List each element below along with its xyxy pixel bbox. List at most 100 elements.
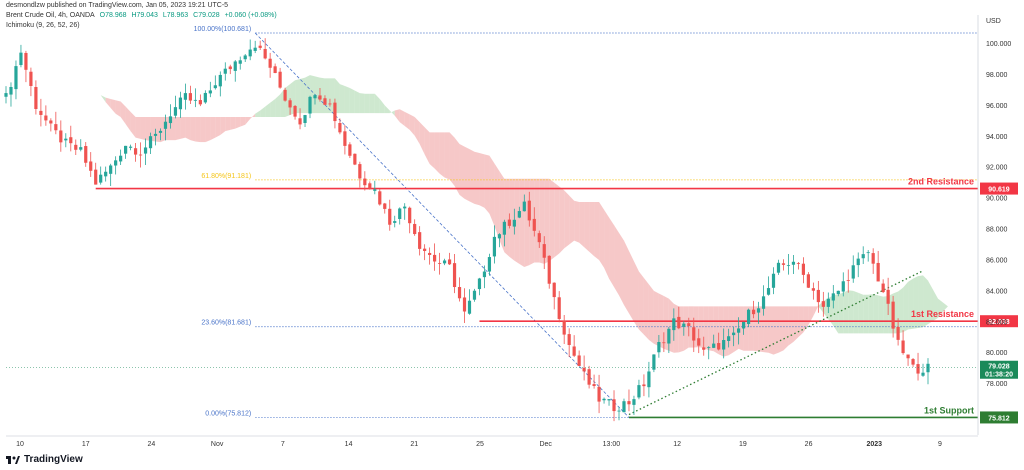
indicator-label[interactable]: Ichimoku (9, 26, 52, 26): [6, 22, 80, 29]
candle-body: [482, 271, 487, 278]
candle-body: [228, 66, 232, 70]
cloud-segment: [838, 292, 844, 334]
cloud-segment: [175, 116, 181, 141]
cloud-segment: [813, 305, 819, 316]
cloud-segment: [519, 178, 525, 268]
candle-body: [557, 297, 561, 319]
cloud-segment: [190, 116, 196, 142]
cloud-segment: [250, 113, 256, 119]
cloud-segment: [873, 294, 879, 334]
cloud-segment: [678, 306, 684, 353]
candle-body: [582, 367, 586, 372]
x-tick-label: 14: [345, 441, 353, 448]
candle-body: [84, 146, 88, 163]
cloud-segment: [469, 149, 475, 204]
candle-body: [781, 263, 786, 265]
candle-body: [836, 290, 840, 295]
candle-body: [677, 316, 681, 329]
cloud-segment: [384, 105, 390, 114]
candle-body: [672, 318, 676, 331]
candle-body: [851, 265, 855, 279]
cloud-segment: [494, 163, 500, 240]
ohlc-change: +0.060 (+0.08%): [224, 12, 277, 19]
y-tick-label: 82.000: [986, 319, 1008, 326]
cloud-segment: [205, 116, 211, 143]
cloud-segment: [265, 102, 271, 117]
cloud-segment: [509, 178, 515, 261]
candle-body: [622, 401, 626, 413]
cloud-segment: [619, 232, 624, 306]
candle-body: [861, 254, 865, 259]
candle-body: [502, 221, 506, 235]
cloud-segment: [569, 195, 575, 245]
cloud-segment: [120, 101, 126, 125]
candle-body: [881, 283, 885, 293]
y-tick-label: 88.000: [986, 227, 1008, 234]
cloud-segment: [589, 201, 595, 257]
candle-body: [14, 66, 18, 90]
candle-body: [562, 320, 566, 335]
cloud-segment: [75, 78, 81, 83]
cloud-segment: [404, 111, 410, 130]
cloud-segment: [230, 116, 236, 130]
candle-body: [507, 219, 511, 226]
candle-body: [926, 363, 930, 373]
x-tick-label: Dec: [539, 441, 552, 448]
cloud-segment: [648, 284, 654, 344]
candle-body: [756, 308, 761, 313]
candle-body: [467, 300, 472, 314]
candle-body: [353, 153, 357, 165]
cloud-segment: [604, 209, 610, 279]
ohlc-high: H79.043: [131, 12, 158, 19]
publisher-line: desmondlzw published on TradingView.com,…: [6, 2, 229, 9]
candle-body: [29, 71, 33, 86]
candle-body: [617, 410, 621, 412]
cloud-segment: [609, 217, 615, 288]
candle-body: [128, 146, 133, 148]
candle-body: [373, 189, 377, 191]
fib-level-label: 0.00%(75.812): [205, 410, 251, 417]
candle-body: [69, 137, 73, 144]
candle-body: [218, 74, 222, 87]
cloud-segment: [843, 290, 849, 334]
fib-trend-line: [254, 32, 630, 418]
cloud-segment: [50, 82, 56, 90]
candle-body: [906, 354, 910, 359]
candle-body: [871, 253, 875, 264]
candle-body: [358, 164, 362, 179]
cloud-segment: [210, 116, 216, 141]
candle-body: [433, 254, 437, 262]
candle-body: [567, 334, 571, 345]
candle-body: [492, 236, 497, 257]
candle-body: [457, 287, 462, 299]
cloud-segment: [409, 114, 415, 136]
currency-label: USD: [986, 18, 1001, 25]
candle-body: [348, 144, 352, 156]
candle-body: [74, 144, 78, 150]
cloud-segment: [584, 201, 590, 252]
x-tick-label: 13:00: [603, 441, 621, 448]
candle-body: [293, 105, 297, 117]
cloud-segment: [479, 153, 485, 208]
candle-body: [203, 92, 207, 103]
cloud-segment: [424, 127, 430, 164]
candle-body: [751, 309, 756, 315]
candle-body: [94, 169, 98, 185]
cloud-segment: [728, 306, 734, 356]
brand-name[interactable]: TradingView: [24, 454, 83, 465]
candle-body: [143, 147, 148, 154]
cloud-segment: [220, 116, 226, 136]
candle-body: [891, 301, 895, 329]
cloud-segment: [349, 87, 355, 114]
candle-body: [497, 234, 501, 239]
cloud-segment: [643, 277, 649, 340]
symbol-name[interactable]: Brent Crude Oil, 4h, OANDA: [6, 12, 95, 19]
x-tick-label: 26: [805, 441, 813, 448]
candle-body: [642, 384, 646, 387]
candle-body: [418, 232, 422, 249]
candle-body: [363, 178, 367, 186]
cloud-segment: [180, 116, 186, 139]
cloud-segment: [454, 137, 460, 195]
candle-body: [547, 255, 551, 284]
